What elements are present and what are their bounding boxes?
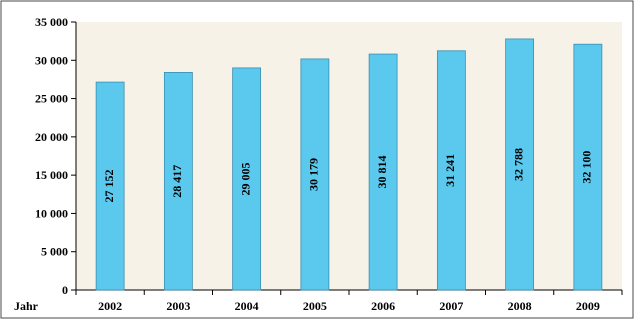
plot-area [76, 22, 622, 290]
bar-value-label: 30 179 [307, 158, 321, 191]
y-tick-label: 10 000 [35, 206, 68, 220]
bar-value-label: 27 152 [102, 170, 116, 203]
x-axis-title: Jahr [14, 299, 39, 313]
bar-value-label: 28 417 [170, 165, 184, 198]
bar [573, 43, 603, 291]
y-ticks: 0 5 000 10 000 15 000 20 000 25 000 30 000 35 0… [35, 15, 76, 297]
x-ticks: 2002 2003 2004 2005 2006 2007 2008 2009 [75, 290, 623, 313]
y-tick-label: 35 000 [35, 15, 68, 29]
y-tick-label: 0 [62, 283, 68, 297]
x-tick-label: 2009 [576, 299, 600, 313]
x-tick-label: 2002 [98, 299, 122, 313]
bar [368, 53, 398, 291]
bar-value-label: 29 005 [238, 162, 252, 195]
bar [232, 67, 262, 291]
x-tick-label: 2006 [371, 299, 395, 313]
y-tick-label: 15 000 [35, 168, 68, 182]
x-tick-label: 2003 [166, 299, 190, 313]
bar-value-label: 30 814 [375, 156, 389, 189]
bars: 27 152 28 417 29 005 30 179 30 814 31 241 32 7… [95, 38, 603, 291]
x-tick-label: 2008 [508, 299, 532, 313]
bar [163, 72, 193, 291]
y-tick-label: 30 000 [35, 53, 68, 67]
bar [505, 38, 535, 291]
x-tick-label: 2004 [235, 299, 259, 313]
bar [436, 50, 466, 291]
y-tick-label: 5 000 [41, 245, 68, 259]
bar-value-label: 31 241 [443, 154, 457, 187]
x-tick-label: 2005 [303, 299, 327, 313]
y-tick-label: 20 000 [35, 130, 68, 144]
x-tick-label: 2007 [439, 299, 463, 313]
y-tick-label: 25 000 [35, 92, 68, 106]
bar [300, 58, 330, 291]
bar-value-label: 32 100 [580, 151, 594, 184]
bar-value-label: 32 788 [511, 148, 525, 181]
bar [95, 81, 125, 291]
